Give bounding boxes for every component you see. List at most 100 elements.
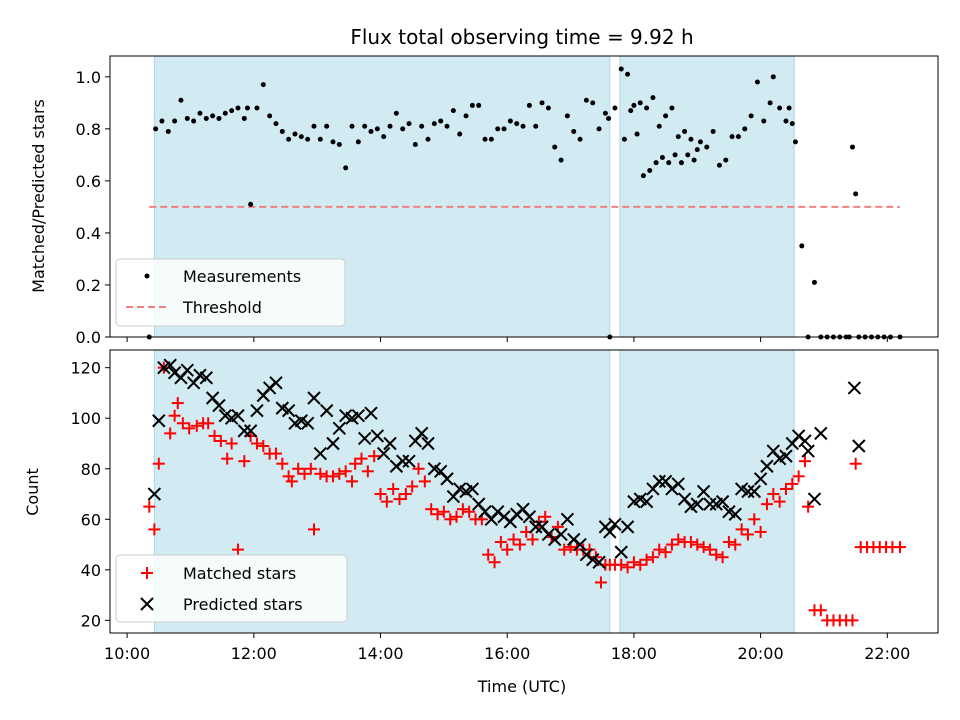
matched-star-point-105 — [779, 482, 792, 495]
chart-title: Flux total observing time = 9.92 h — [350, 25, 693, 49]
measurement-point-111 — [754, 79, 760, 85]
legend-matched-marker — [141, 567, 153, 579]
matched-star-point-38 — [361, 465, 374, 478]
matched-star-point-48 — [425, 503, 438, 516]
measurement-point-39 — [387, 123, 393, 129]
matched-star-point-90 — [684, 536, 697, 549]
matched-star-point-26 — [292, 462, 305, 475]
predicted-star-point-34 — [357, 431, 372, 446]
matched-star-point-102 — [760, 498, 773, 511]
measurement-point-12 — [222, 110, 228, 116]
predicted-star-point-93 — [728, 507, 742, 521]
matched-star-point-104 — [773, 495, 786, 508]
predicted-star-point-68 — [573, 537, 587, 552]
measurement-point-59 — [514, 121, 520, 127]
matched-star-point-22 — [269, 447, 282, 460]
top-y-axis: 0.0 0.2 0.4 0.6 0.8 1.0 — [76, 68, 110, 347]
measurement-point-94 — [647, 167, 653, 173]
matched-star-point-99 — [741, 528, 754, 541]
matched-star-point-19 — [250, 437, 263, 450]
bottom-panel: 20 40 60 80 100 120 10:00 12:00 14:00 16:00 18:00… — [23, 349, 939, 696]
measurement-point-26 — [305, 136, 311, 142]
matched-star-point-97 — [729, 538, 742, 551]
measurement-point-102 — [697, 139, 703, 145]
matched-star-point-91 — [691, 538, 704, 551]
measurement-point-120 — [799, 243, 805, 249]
predicted-star-point-15 — [237, 424, 252, 438]
matched-star-point-103 — [767, 488, 780, 501]
x-tick-label-5: 20:00 — [738, 644, 784, 663]
measurement-point-83 — [663, 113, 669, 119]
measurement-point-40 — [393, 110, 399, 116]
matched-star-point-30 — [314, 467, 327, 480]
measurement-point-62 — [533, 123, 539, 129]
measurement-point-44 — [419, 123, 425, 129]
measurement-point-71 — [590, 100, 596, 106]
measurement-point-21 — [273, 121, 279, 127]
measurement-point-118 — [789, 121, 795, 127]
measurement-point-16 — [244, 105, 250, 111]
measurement-point-36 — [368, 128, 374, 134]
measurement-point-113 — [767, 100, 773, 106]
predicted-star-point-1 — [152, 414, 166, 428]
bottom-y-tick-label-2: 60 — [81, 510, 101, 529]
x-tick-label-4: 18:00 — [611, 644, 657, 663]
matched-star-point-33 — [333, 467, 346, 480]
predicted-star-point-47 — [440, 472, 454, 486]
predicted-star-point-81 — [652, 474, 666, 489]
bottom-shaded-interval-1 — [619, 350, 795, 633]
measurement-point-87 — [688, 136, 694, 142]
measurement-point-100 — [685, 152, 691, 158]
measurement-point-22 — [279, 128, 285, 134]
matched-star-point-100 — [748, 513, 761, 526]
predicted-star-point-61 — [529, 520, 543, 534]
bottom-plot-frame — [109, 349, 939, 634]
matched-star-point-44 — [399, 488, 412, 501]
matched-star-point-16 — [231, 543, 244, 556]
matched-star-point-69 — [558, 543, 571, 556]
measurement-point-115 — [777, 105, 783, 111]
top-y-tick-label-2: 0.4 — [76, 224, 101, 243]
predicted-star-point-22 — [281, 403, 296, 418]
measurement-point-101 — [691, 157, 697, 163]
top-y-tick-label-1: 0.2 — [76, 276, 101, 295]
measurement-point-96 — [659, 154, 665, 160]
matched-star-point-4 — [164, 427, 177, 440]
measurement-point-79 — [637, 100, 643, 106]
top-y-tick-label-3: 0.6 — [76, 172, 101, 191]
measurement-point-76 — [618, 66, 624, 72]
matched-star-point-66 — [539, 510, 552, 523]
x-tick-label-0: 10:00 — [104, 644, 150, 663]
legend-measurements-label: Measurements — [183, 267, 301, 286]
measurement-point-90 — [621, 136, 627, 142]
matched-star-point-61 — [507, 533, 520, 546]
predicted-star-point-71 — [592, 555, 606, 569]
measurement-point-114 — [770, 74, 776, 80]
matched-star-point-9 — [190, 419, 203, 432]
bottom-marks-layer — [143, 358, 906, 627]
predicted-star-point-97 — [753, 472, 768, 486]
measurement-point-50 — [457, 131, 463, 137]
matched-star-point-40 — [374, 488, 387, 501]
predicted-star-point-105 — [801, 444, 815, 458]
predicted-star-point-51 — [465, 482, 480, 496]
measurement-point-51 — [463, 113, 469, 119]
top-panel: 0.0 0.2 0.4 0.6 0.8 1.0 Matched/Predicted sta… — [29, 55, 939, 347]
measurement-point-13 — [229, 108, 235, 114]
measurement-point-119 — [792, 139, 798, 145]
matched-star-point-109 — [802, 500, 815, 513]
measurement-point-20 — [267, 113, 273, 119]
top-y-axis-label: Matched/Predicted stars — [29, 99, 48, 293]
measurement-point-17 — [248, 201, 254, 207]
matched-star-point-37 — [355, 452, 368, 465]
predicted-star-point-20 — [269, 376, 283, 390]
matched-star-point-79 — [615, 558, 628, 571]
matched-star-point-39 — [368, 450, 381, 463]
predicted-star-point-35 — [364, 406, 378, 420]
measurement-point-63 — [539, 100, 545, 106]
predicted-star-point-84 — [671, 477, 685, 491]
matched-star-point-11 — [202, 417, 215, 430]
measurement-point-103 — [704, 144, 710, 150]
matched-star-point-23 — [276, 457, 289, 470]
matched-star-point-87 — [665, 538, 678, 551]
